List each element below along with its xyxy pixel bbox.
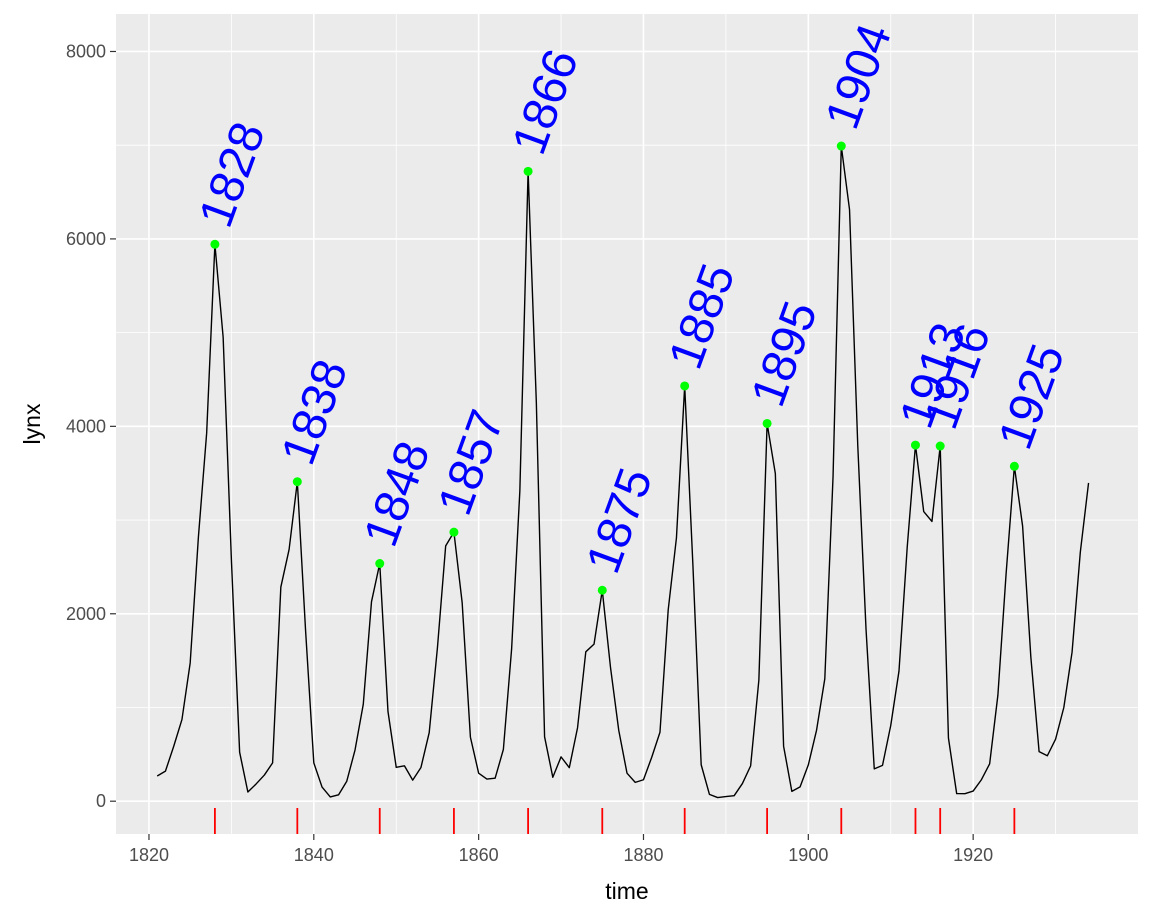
x-tick-label: 1820	[129, 845, 169, 865]
x-tick-label: 1840	[294, 845, 334, 865]
peak-point	[210, 239, 220, 249]
y-tick-label: 6000	[66, 229, 106, 249]
minor-gridlines	[116, 14, 1138, 834]
y-axis-ticks: 0 2000 4000 6000 8000	[66, 41, 116, 811]
x-tick-label: 1920	[953, 845, 993, 865]
peak-point	[762, 418, 772, 428]
y-tick-label: 4000	[66, 416, 106, 436]
peak-point	[935, 441, 945, 451]
x-tick-label: 1880	[623, 845, 663, 865]
peak-point	[910, 440, 920, 450]
peak-point	[597, 585, 607, 595]
plot-panel	[116, 14, 1138, 834]
lynx-series-line	[156, 145, 1090, 799]
y-tick-label: 2000	[66, 604, 106, 624]
x-axis-ticks: 1820 1840 1860 1880 1900 1920	[129, 834, 993, 865]
x-tick-label: 1860	[459, 845, 499, 865]
y-tick-label: 0	[96, 791, 106, 811]
y-axis-title: lynx	[19, 403, 45, 444]
peak-point	[449, 527, 459, 537]
y-tick-label: 8000	[66, 41, 106, 61]
peak-point	[375, 559, 385, 569]
peak-point	[1009, 461, 1019, 471]
peak-point	[523, 166, 533, 176]
x-tick-label: 1900	[788, 845, 828, 865]
peak-point	[836, 141, 846, 151]
peak-point	[680, 381, 690, 391]
peak-rug-marks	[214, 808, 1016, 834]
x-axis-title: time	[605, 878, 648, 904]
peak-points	[210, 141, 1019, 595]
major-gridlines	[116, 14, 1138, 834]
peak-point	[292, 477, 302, 487]
